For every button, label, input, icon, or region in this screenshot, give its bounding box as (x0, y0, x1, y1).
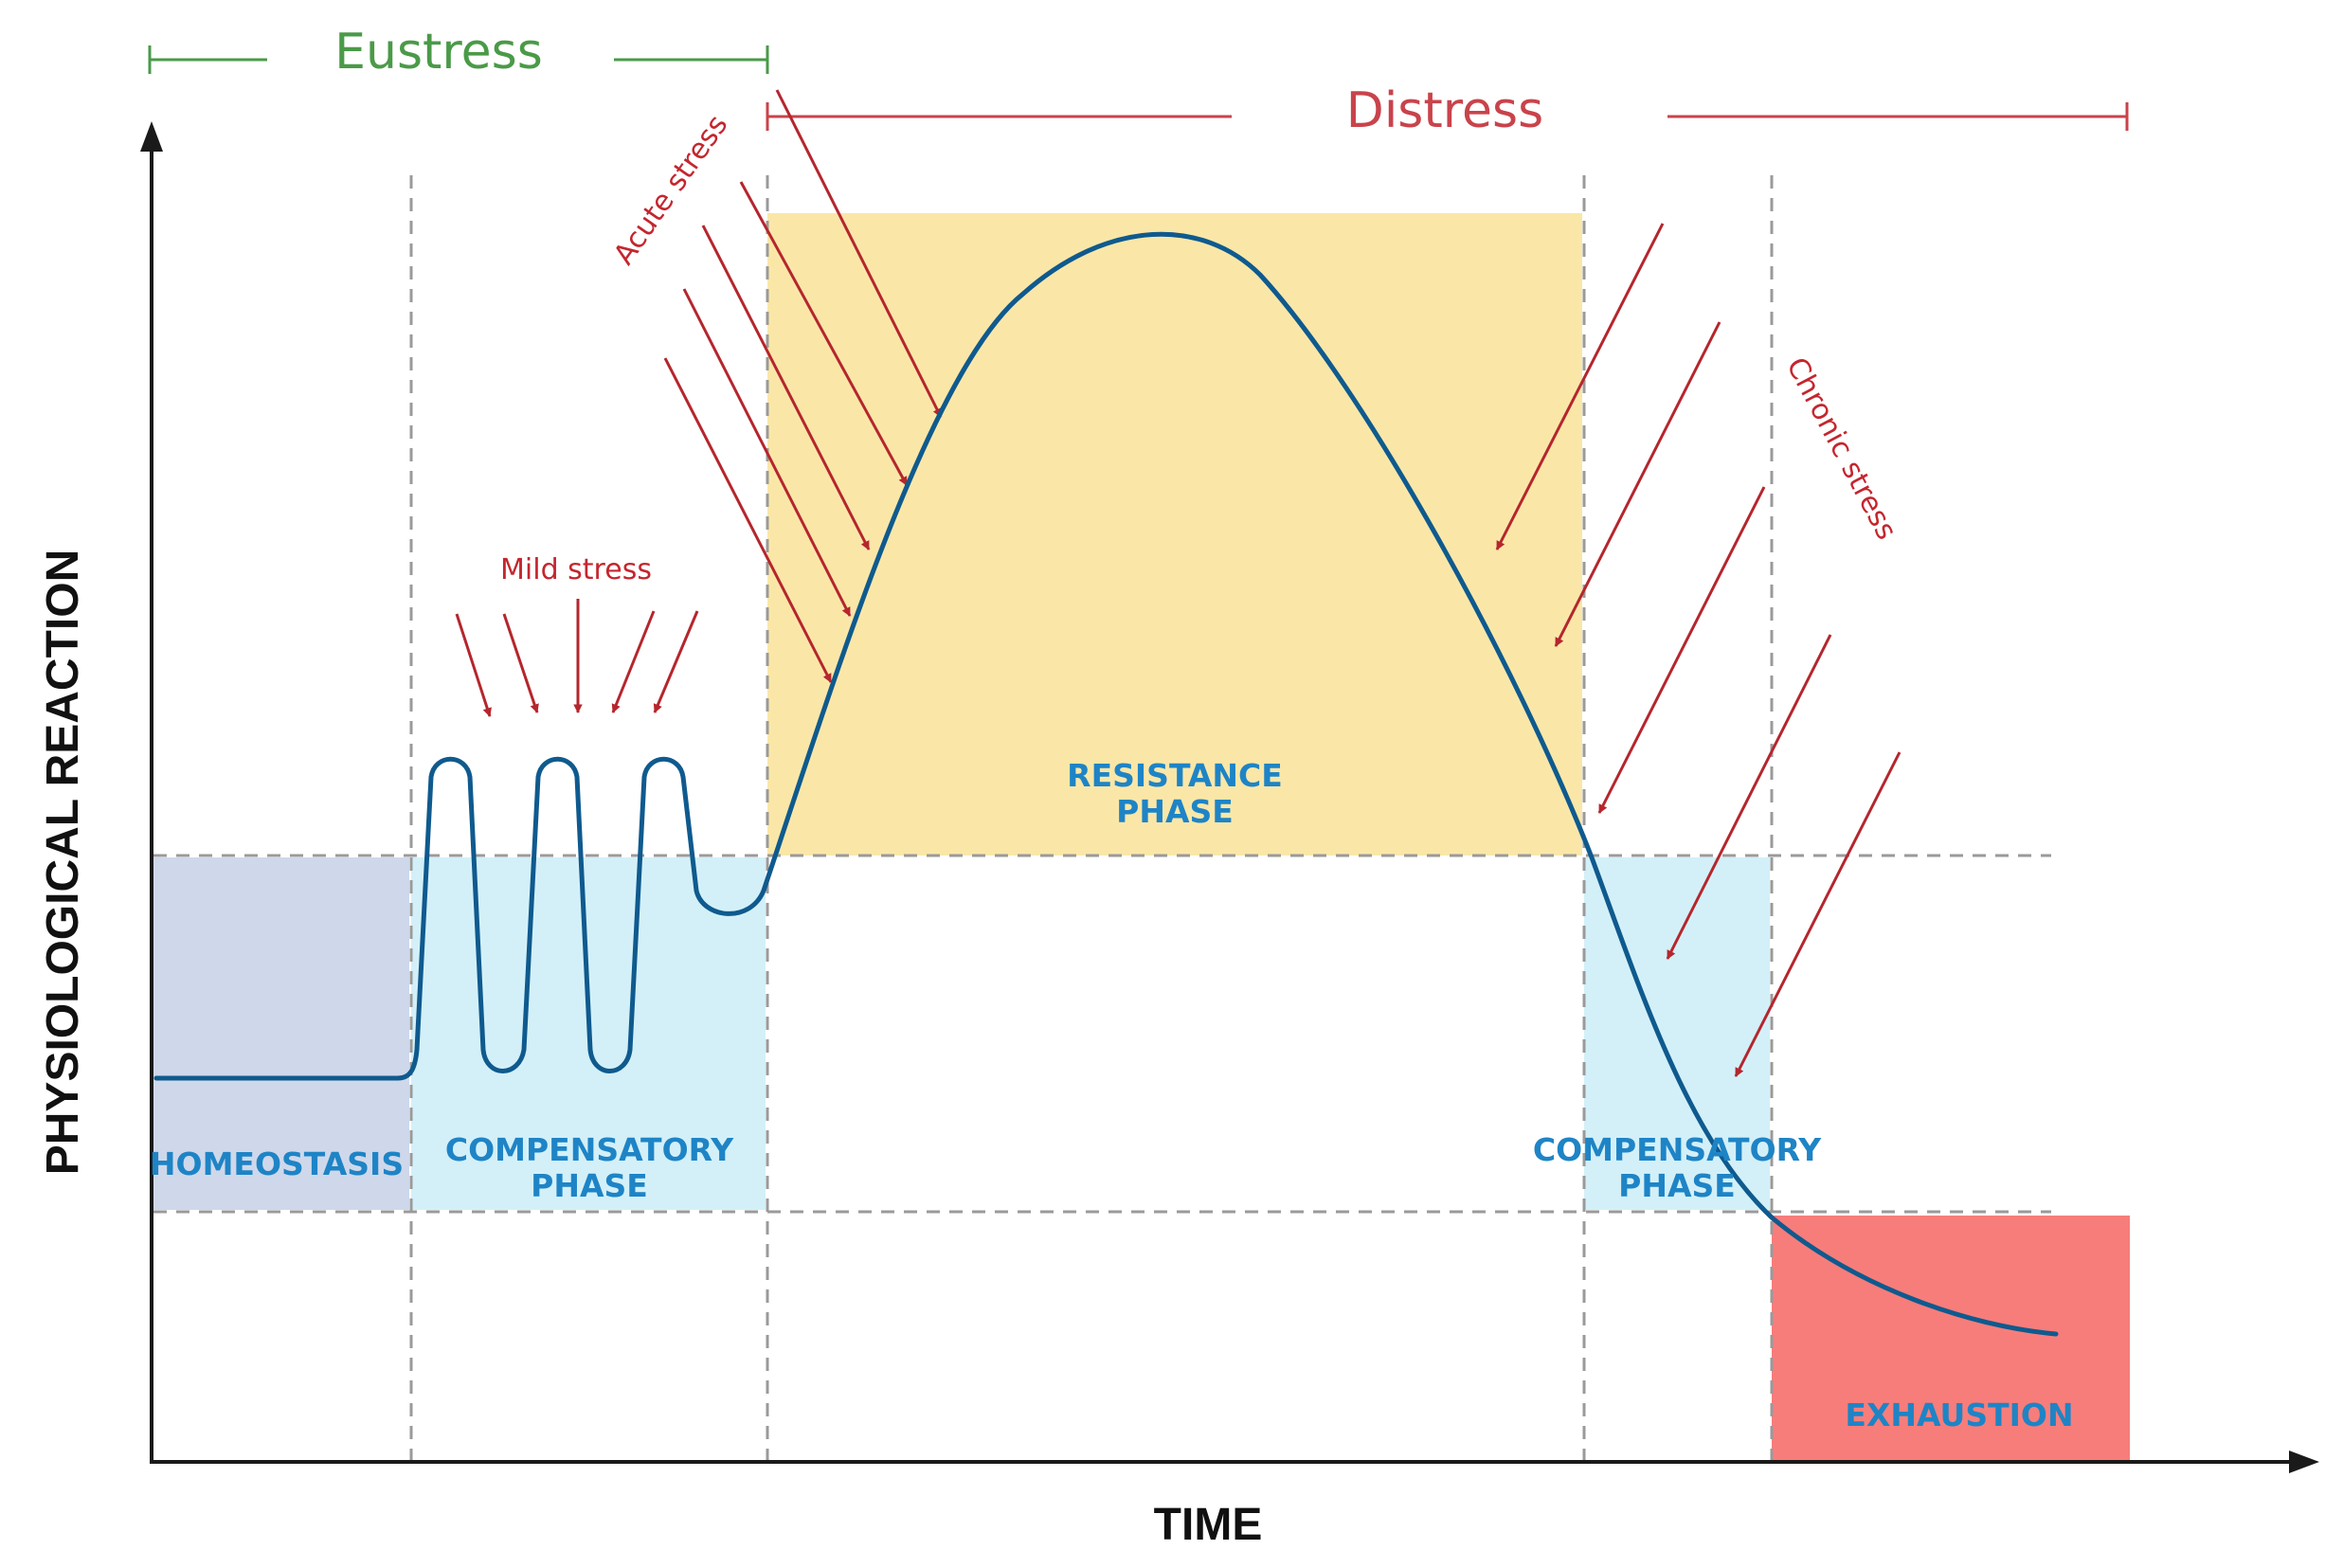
physiological-reaction-curve (153, 231, 2059, 1337)
chronic-stress-arrows (1495, 223, 1901, 1077)
chronic-stress-label: Chronic stress (1779, 352, 1903, 546)
acute-stress-arrow (701, 225, 871, 550)
resistance-label-line1: RESISTANCE (1067, 757, 1283, 794)
acute-stress-arrow (663, 357, 833, 683)
eustress-range: Eustress (148, 24, 769, 81)
compensatory-label-1-line2: PHASE (531, 1167, 648, 1204)
resistance-label-line2: PHASE (1116, 793, 1234, 830)
chronic-stress-arrow (1495, 223, 1665, 550)
mild-stress-arrows (455, 599, 699, 717)
compensatory-label-2-line2: PHASE (1618, 1167, 1736, 1204)
x-axis-arrow-icon (2289, 1451, 2319, 1473)
mild-stress-arrow (611, 610, 656, 713)
chronic-stress-arrow (1734, 751, 1901, 1077)
distress-label: Distress (1346, 82, 1543, 139)
mild-stress-label: Mild stress (500, 553, 652, 586)
mild-stress-arrow (455, 613, 492, 717)
exhaustion-label: EXHAUSTION (1845, 1397, 2073, 1433)
acute-stress-arrow (739, 181, 909, 486)
exhaustion-region (1772, 1216, 2130, 1460)
chronic-stress-arrow (1597, 486, 1766, 814)
mild-stress-arrow (653, 610, 699, 713)
homeostasis-region (153, 857, 409, 1210)
y-axis-label: PHYSIOLOGICAL REACTION (38, 550, 88, 1176)
homeostasis-label: HOMEOSTASIS (150, 1145, 404, 1182)
compensatory-label-1-line1: COMPENSATORY (445, 1131, 734, 1168)
axes (140, 121, 2319, 1473)
x-axis-label: TIME (1154, 1500, 1263, 1550)
y-axis-arrow-icon (140, 121, 163, 152)
eustress-label: Eustress (334, 24, 543, 81)
guide-lines (153, 175, 2051, 1460)
acute-stress-arrow (682, 288, 852, 617)
acute-stress-arrows (663, 89, 943, 683)
chronic-stress-arrow (1666, 634, 1832, 960)
mild-stress-arrow (502, 613, 539, 713)
distress-range: Distress (766, 82, 2129, 139)
acute-stress-label: Acute stress (607, 109, 734, 271)
chronic-stress-arrow (1554, 321, 1721, 647)
resistance-region (767, 213, 1582, 856)
acute-stress-arrow (775, 89, 943, 418)
compensatory-label-2-line1: COMPENSATORY (1533, 1131, 1822, 1168)
